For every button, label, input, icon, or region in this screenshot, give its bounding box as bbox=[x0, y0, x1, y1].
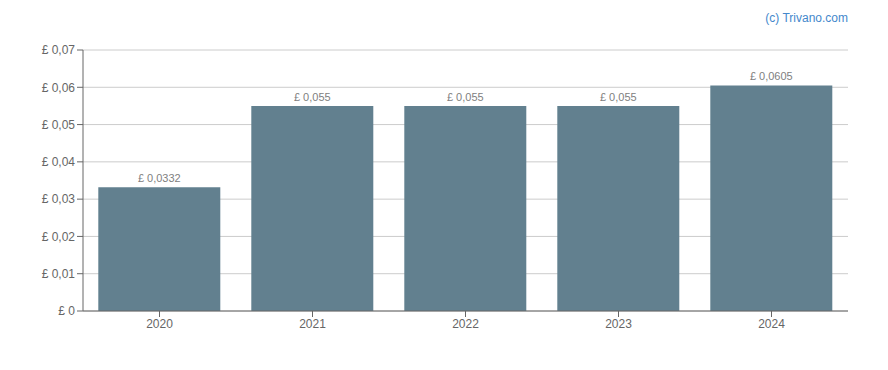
svg-text:2023: 2023 bbox=[605, 317, 632, 331]
svg-text:£ 0,0605: £ 0,0605 bbox=[750, 70, 793, 82]
svg-text:£ 0,01: £ 0,01 bbox=[42, 267, 76, 281]
svg-text:£ 0,03: £ 0,03 bbox=[42, 192, 76, 206]
svg-text:£ 0,055: £ 0,055 bbox=[600, 91, 637, 103]
svg-text:£ 0,055: £ 0,055 bbox=[294, 91, 331, 103]
svg-text:£ 0: £ 0 bbox=[58, 304, 75, 318]
svg-text:2022: 2022 bbox=[452, 317, 479, 331]
svg-text:£ 0,05: £ 0,05 bbox=[42, 118, 76, 132]
svg-text:£ 0,04: £ 0,04 bbox=[42, 155, 76, 169]
svg-text:2021: 2021 bbox=[299, 317, 326, 331]
svg-text:£ 0,07: £ 0,07 bbox=[42, 43, 76, 57]
svg-text:2020: 2020 bbox=[146, 317, 173, 331]
html-text:(c) Trivano.com: (c) Trivano.com bbox=[765, 11, 848, 25]
svg-text:£ 0,0332: £ 0,0332 bbox=[138, 172, 181, 184]
svg-text:£ 0,06: £ 0,06 bbox=[42, 81, 76, 95]
svg-text:2024: 2024 bbox=[758, 317, 785, 331]
svg-text:£ 0,055: £ 0,055 bbox=[447, 91, 484, 103]
svg-text:£ 0,02: £ 0,02 bbox=[42, 230, 76, 244]
